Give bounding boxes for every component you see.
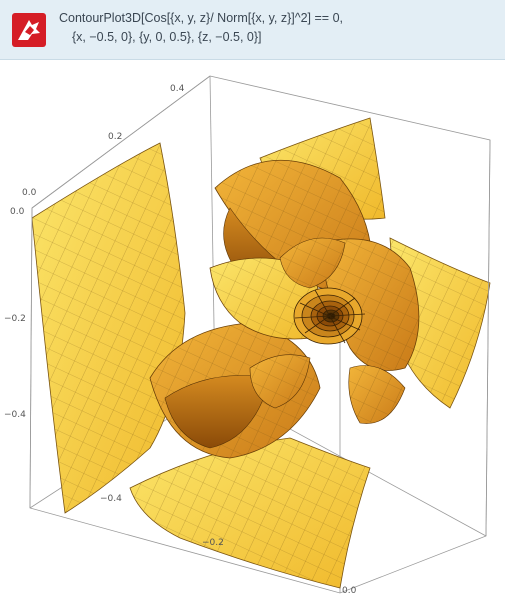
- tick-bottom-1: −0.4: [100, 494, 122, 504]
- tick-top-1: 0.4: [170, 84, 185, 94]
- wolfram-alpha-spikey-icon: [12, 13, 46, 47]
- tick-top-3: 0.0: [22, 188, 37, 198]
- plot-canvas: [29, 75, 491, 594]
- tick-bottom-right: 0.0: [342, 586, 357, 596]
- query-text[interactable]: ContourPlot3D[Cos[{x, y, z}/ Norm[{x, y,…: [59, 9, 479, 47]
- tick-left-2: −0.2: [4, 314, 26, 324]
- tick-top-2: 0.2: [108, 132, 123, 142]
- query-header: ContourPlot3D[Cos[{x, y, z}/ Norm[{x, y,…: [0, 0, 505, 60]
- tick-bottom-2: −0.2: [202, 538, 224, 548]
- tick-left-1: 0.0: [10, 207, 25, 217]
- surface-convergence-spiral: [293, 287, 366, 345]
- bounding-box-front: [29, 139, 491, 537]
- tick-left-3: −0.4: [4, 410, 26, 420]
- query-line-2: {x, −0.5, 0}, {y, 0, 0.5}, {z, −0.5, 0}]: [72, 30, 262, 44]
- query-line-1: ContourPlot3D[Cos[{x, y, z}/ Norm[{x, y,…: [59, 11, 343, 25]
- contour-plot-3d[interactable]: 0.4 0.2 0.0 0.0 −0.2 −0.4 −0.4 −0.2 0.0: [4, 68, 496, 601]
